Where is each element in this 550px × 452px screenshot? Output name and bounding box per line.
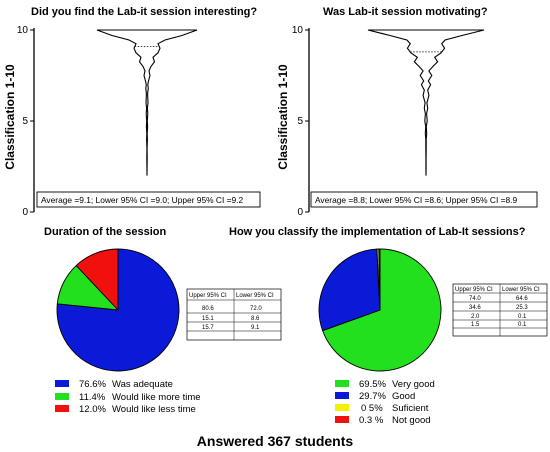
pie-slice-would-like-less-time	[75, 248, 119, 312]
ci-cell: 0.1	[518, 322, 527, 328]
pie-slice-not-good	[378, 248, 381, 311]
legend-swatch-red	[335, 416, 349, 423]
legend-value: 0 5%	[361, 403, 383, 414]
violin-panel-2: Was Lab-it session motivating? Classific…	[276, 6, 538, 218]
legend-label: Not good	[392, 415, 431, 426]
ci-cell: 8.6	[251, 316, 260, 322]
legend-duration: 76.6% Was adequate 11.4% Would like more…	[55, 379, 201, 415]
legend-label: Suficient	[392, 403, 429, 414]
legend-label: Good	[392, 391, 415, 402]
legend-value: 29.7%	[359, 391, 386, 402]
ci-cell: 15.7	[202, 325, 214, 331]
violin-shape-1	[96, 29, 198, 176]
legend-value: 76.6%	[79, 379, 106, 390]
chart-title-3: Duration of the session	[44, 226, 167, 238]
y-tick-label-1-10: 10	[17, 25, 29, 36]
legend-value: 12.0%	[79, 404, 106, 415]
ci-header-upper: Upper 95% CI	[189, 293, 227, 299]
legend-label: Would like more time	[112, 392, 201, 403]
footer-caption: Answered 367 students	[197, 433, 354, 449]
summary-box-1	[36, 191, 261, 208]
legend-swatch-green	[55, 393, 69, 400]
ci-header-upper: Upper 95% CI	[455, 287, 493, 293]
ci-cell: 1.5	[471, 322, 480, 328]
violin-panel-1: Did you find the Lab-it session interest…	[3, 6, 261, 218]
summary-box-2	[310, 191, 538, 208]
legend-value: 69.5%	[359, 379, 386, 390]
ci-cell: 25.3	[516, 305, 528, 311]
ci-table-implementation: Upper 95% CI Lower 95% CI 74.0 64.6 34.6…	[452, 283, 548, 337]
pie-slice-good	[318, 248, 381, 332]
pie-implementation	[318, 248, 442, 372]
ci-cell: 9.1	[251, 325, 260, 331]
violin-shape-2	[367, 29, 485, 176]
legend-implementation: 69.5% Very good 29.7% Good 0 5% Suficien…	[335, 379, 435, 426]
ci-cell: 80.6	[202, 306, 214, 312]
ci-cell: 34.6	[469, 305, 481, 311]
y-tick-label-1-5: 5	[22, 116, 28, 127]
pie-slice-very-good	[322, 248, 442, 372]
y-axis-title-1: Classification 1-10	[3, 64, 17, 170]
y-tick-label-2-5: 5	[297, 116, 303, 127]
legend-swatch-yellow	[335, 404, 349, 411]
ci-header-lower: Lower 95% CI	[236, 293, 274, 299]
legend-swatch-green	[335, 380, 349, 387]
ci-table-duration: Upper 95% CI Lower 95% CI 80.6 72.0 15.1…	[186, 288, 282, 341]
chart-title-1: Did you find the Lab-it session interest…	[31, 6, 257, 18]
ci-cell: 0.1	[518, 314, 527, 320]
pie-panel-implementation: How you classify the implementation of L…	[229, 226, 548, 426]
legend-swatch-red	[55, 405, 69, 412]
legend-value: 0.3 %	[359, 415, 384, 426]
ci-cell: 2.0	[471, 314, 480, 320]
legend-swatch-blue	[335, 392, 349, 399]
legend-swatch-blue	[55, 380, 69, 387]
chart-title-2: Was Lab-it session motivating?	[323, 6, 488, 18]
legend-label: Would like less time	[112, 404, 196, 415]
summary-text-2: Average =8.8; Lower 95% CI =8.6; Upper 9…	[315, 195, 517, 205]
y-tick-label-2-0: 0	[297, 207, 303, 218]
ci-cell: 64.6	[516, 296, 528, 302]
ci-cell: 74.0	[469, 296, 481, 302]
y-tick-label-2-10: 10	[292, 25, 304, 36]
legend-label: Was adequate	[112, 379, 173, 390]
y-axis-title-2: Classification 1-10	[276, 64, 290, 170]
legend-label: Very good	[392, 379, 435, 390]
ci-cell: 15.1	[202, 316, 214, 322]
ci-header-lower: Lower 95% CI	[502, 287, 540, 293]
ci-cell: 72.0	[250, 306, 262, 312]
pie-duration	[56, 248, 180, 372]
pie-panel-duration: Duration of the session Upper 95% CI Low…	[44, 226, 282, 415]
chart-title-4: How you classify the implementation of L…	[229, 226, 526, 238]
summary-text-1: Average =9.1; Lower 95% CI =9.0; Upper 9…	[41, 195, 243, 205]
y-tick-label-1-0: 0	[22, 207, 28, 218]
legend-value: 11.4%	[79, 392, 106, 403]
